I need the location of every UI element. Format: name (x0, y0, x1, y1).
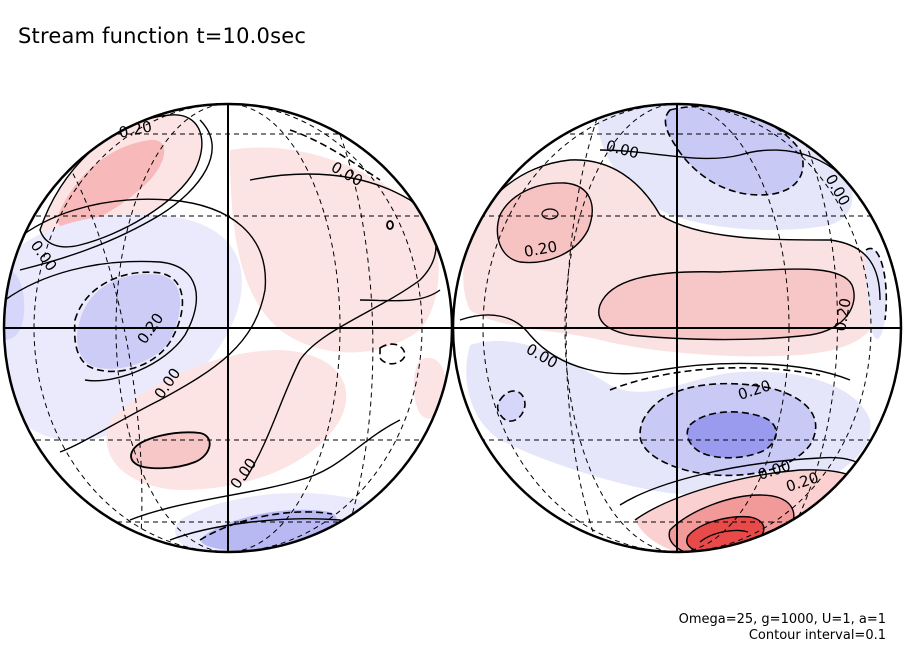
contour-interval-label: Contour interval=0.1 (748, 628, 886, 643)
right-positive-region-2 (497, 182, 593, 263)
left-hemisphere: 0.20 0.00 0.00 0.20 0.00 0.00 (2, 102, 454, 554)
left-negative-region-1-core (77, 274, 181, 369)
right-negative-region-1-core (665, 106, 804, 195)
right-positive-region-3 (598, 269, 855, 340)
parameter-footer: Omega=25, g=1000, U=1, a=1 Contour inter… (679, 612, 886, 644)
right-negative-region-4 (497, 390, 525, 422)
right-negative-region-3-core (687, 411, 777, 458)
right-label-3: 0.20 (523, 237, 559, 261)
left-positive-region-3-core (131, 432, 210, 469)
chart-title: Stream function t=10.0sec (18, 24, 307, 48)
parameter-line: Omega=25, g=1000, U=1, a=1 (678, 612, 886, 627)
right-negative-region-5 (865, 248, 887, 339)
right-label-4: 0.20 (831, 297, 855, 333)
right-hemisphere: 0.00 0.00 0.20 0.20 0.00 0.20 0.00 0.20 (451, 102, 903, 554)
